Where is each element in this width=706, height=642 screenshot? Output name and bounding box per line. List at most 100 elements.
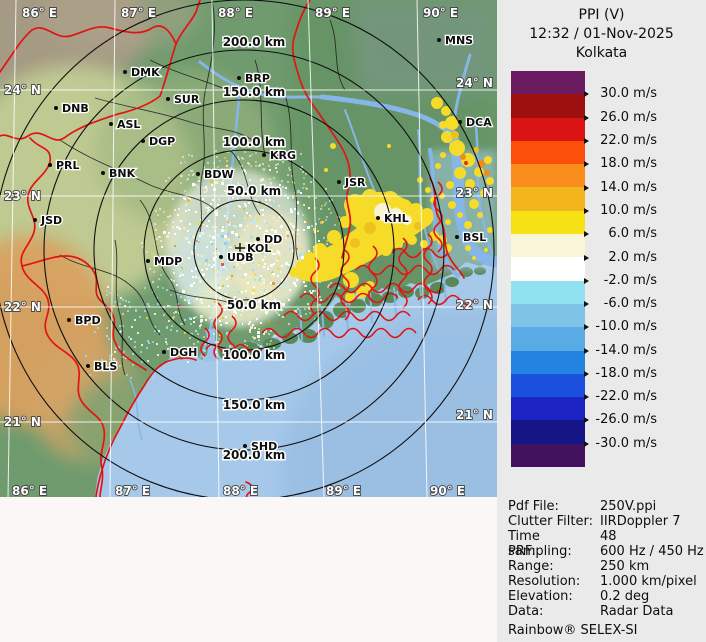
lat-label-left: 24° N xyxy=(4,83,41,97)
station-label: KRG xyxy=(270,149,296,162)
legend-color-block xyxy=(511,397,585,421)
legend-colorbar xyxy=(511,71,585,468)
state-borders-red xyxy=(0,0,465,503)
station-label: SUR xyxy=(174,93,200,106)
metadata-value: 250 km xyxy=(600,559,650,574)
station-marker: SUR xyxy=(166,92,201,107)
lat-label-left: 22° N xyxy=(4,300,41,314)
legend-color-block xyxy=(511,350,585,374)
station-marker: UDB xyxy=(219,250,255,265)
ring-label-north: 200.0 km xyxy=(223,35,286,49)
station-marker: ASL xyxy=(109,117,142,132)
metadata-label: Elevation: xyxy=(508,589,573,604)
station-label: JSD xyxy=(40,214,62,227)
legend-color-block xyxy=(511,164,585,188)
legend-color-block xyxy=(511,280,585,304)
station-label: MDP xyxy=(154,255,182,268)
station-label: MNS xyxy=(445,34,473,47)
metadata-label: Pdf File: xyxy=(508,499,559,514)
legend-color-block xyxy=(511,210,585,235)
metadata-row: Data: Radar Data xyxy=(508,604,703,619)
radar-map: 86° E 87° E 88° E 89° E 90° E 86° E 87° … xyxy=(0,0,503,503)
metadata-value: 0.2 deg xyxy=(600,589,650,604)
station-label: SHD xyxy=(251,440,277,453)
station-marker: DGH xyxy=(162,345,199,360)
station-label: BPD xyxy=(75,314,101,327)
lat-label-right: 21° N xyxy=(456,408,493,422)
station-marker: BNK xyxy=(101,166,137,181)
station-label: DNB xyxy=(62,102,89,115)
lat-label-right: 24° N xyxy=(456,76,493,90)
lat-label-right: 23° N xyxy=(456,186,493,200)
station-label: BLS xyxy=(94,360,117,373)
station-marker: JSD xyxy=(33,213,63,228)
sea xyxy=(95,258,497,497)
metadata-value: 48 xyxy=(600,529,617,544)
range-ring-labels: 50.0 km 100.0 km 150.0 km 200.0 km 50.0 … xyxy=(221,34,287,464)
lat-label-left: 21° N xyxy=(4,415,41,429)
station-label: DD xyxy=(264,233,282,246)
metadata-value: 600 Hz / 450 Hz xyxy=(600,544,704,559)
station-label: UDB xyxy=(227,251,253,264)
panel-header: PPI (V) 12:32 / 01-Nov-2025 Kolkata xyxy=(497,0,706,63)
legend-color-block xyxy=(511,140,585,165)
station-marker: BPD xyxy=(67,313,102,328)
station-label: BSL xyxy=(463,231,486,244)
metadata-row: Time sampling: 48 xyxy=(508,529,703,559)
legend-label: -2.0 m/s xyxy=(584,273,657,289)
velocity-yellow-band xyxy=(289,97,494,302)
latlon-grid xyxy=(0,0,497,498)
software-branding: Rainbow® SELEX-SI xyxy=(508,623,638,638)
ring-label-south: 150.0 km xyxy=(223,398,286,412)
ring-label-north: 100.0 km xyxy=(223,135,286,149)
lon-label-top: 88° E xyxy=(218,6,253,20)
lon-label-top: 87° E xyxy=(121,6,156,20)
radar-map-canvas: 86° E 87° E 88° E 89° E 90° E 86° E 87° … xyxy=(0,0,503,503)
legend-color-block xyxy=(511,443,585,468)
metadata-row: Resolution: 1.000 km/pixel xyxy=(508,574,703,589)
ring-label-south: 50.0 km xyxy=(227,298,281,312)
legend-color-block xyxy=(511,327,585,351)
ring-label-south: 200.0 km xyxy=(223,448,286,462)
metadata-row: Clutter Filter: IIRDoppler 7 xyxy=(508,514,703,529)
metadata-label: Data: xyxy=(508,604,544,619)
district-borders xyxy=(59,0,346,376)
station-marker: KHL xyxy=(376,211,410,226)
station-marker: DGP xyxy=(141,134,177,149)
metadata-row: Pdf File: 250V.ppi xyxy=(508,499,703,514)
legend-label: 10.0 m/s xyxy=(584,203,657,219)
legend-label: -26.0 m/s xyxy=(584,412,657,428)
legend-color-block xyxy=(511,303,585,328)
legend-color-block xyxy=(511,373,585,398)
metadata-value: IIRDoppler 7 xyxy=(600,514,681,529)
lon-label-bottom: 90° E xyxy=(430,484,465,497)
legend-color-block xyxy=(511,94,585,118)
station-marker: BDW xyxy=(196,167,235,182)
radar-site-marker: KOL xyxy=(235,241,273,256)
scan-datetime: 12:32 / 01-Nov-2025 xyxy=(529,26,674,42)
metadata-value: 1.000 km/pixel xyxy=(600,574,697,589)
station-marker: KRG xyxy=(262,148,297,163)
product-title: PPI (V) xyxy=(578,7,625,23)
station-marker: BRP xyxy=(237,71,271,86)
lon-label-top: 89° E xyxy=(315,6,350,20)
stations: MNS DMK BRP SUR DNB ASL DCA DGP KRG PRL … xyxy=(33,33,494,454)
station-marker: PRL xyxy=(48,158,81,173)
station-marker: MNS xyxy=(437,33,474,48)
metadata-row: Elevation: 0.2 deg xyxy=(508,589,703,604)
legend-label: 2.0 m/s xyxy=(584,250,657,266)
legend-label: 6.0 m/s xyxy=(584,226,657,242)
station-label: KOL xyxy=(247,242,271,255)
legend-label: 22.0 m/s xyxy=(584,133,657,149)
lon-label-bottom: 88° E xyxy=(223,484,258,497)
metadata-value: Radar Data xyxy=(600,604,674,619)
delta-coastline-red xyxy=(200,181,475,360)
station-label: ASL xyxy=(117,118,140,131)
station-label: JSR xyxy=(344,176,366,189)
metadata-value: 250V.ppi xyxy=(600,499,657,514)
empty-margin xyxy=(0,497,497,642)
legend-color-block xyxy=(511,187,585,211)
metadata-row: Range: 250 km xyxy=(508,559,703,574)
legend-label: 14.0 m/s xyxy=(584,180,657,196)
metadata-label: Range: xyxy=(508,559,554,574)
